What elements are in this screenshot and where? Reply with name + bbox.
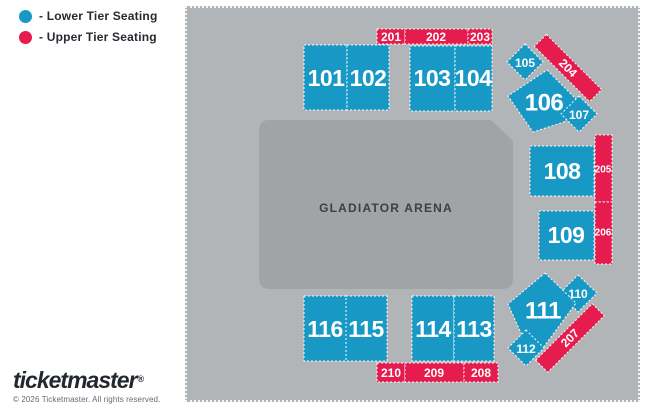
section-115-label: 115 xyxy=(348,316,384,342)
section-104[interactable]: 104 xyxy=(454,45,493,112)
section-206-label: 206 xyxy=(595,228,612,239)
section-104-label: 104 xyxy=(455,65,493,91)
section-209[interactable]: 209 xyxy=(404,362,465,383)
section-201-label: 201 xyxy=(381,30,401,44)
section-105-label: 105 xyxy=(515,56,535,70)
section-107[interactable]: 107 xyxy=(560,95,598,133)
seat-map: GLADIATOR ARENA 201 202 203 101 102 103 xyxy=(185,6,640,402)
section-105[interactable]: 105 xyxy=(506,43,544,81)
section-103-label: 103 xyxy=(414,65,451,91)
section-106[interactable]: 106 xyxy=(507,69,582,133)
section-203[interactable]: 203 xyxy=(467,28,493,45)
section-205[interactable]: 205 xyxy=(594,134,613,203)
arena-floor: GLADIATOR ARENA xyxy=(259,120,513,289)
upper-tier-dot-icon xyxy=(19,30,32,44)
section-113[interactable]: 113 xyxy=(453,295,495,362)
brand-text: ticketmaster xyxy=(13,367,138,393)
section-107-label: 107 xyxy=(569,108,589,122)
arena-label: GLADIATOR ARENA xyxy=(319,201,453,215)
section-101[interactable]: 101 xyxy=(303,44,348,111)
section-203-label: 203 xyxy=(470,30,490,44)
section-103[interactable]: 103 xyxy=(409,45,456,112)
copyright-text: © 2026 Ticketmaster. All rights reserved… xyxy=(13,395,161,404)
section-108-label: 108 xyxy=(544,158,582,184)
section-209-label: 209 xyxy=(424,366,444,380)
section-101-label: 101 xyxy=(308,65,346,91)
section-202[interactable]: 202 xyxy=(404,28,469,45)
section-102-label: 102 xyxy=(350,65,387,91)
section-116[interactable]: 116 xyxy=(303,295,347,362)
section-114[interactable]: 114 xyxy=(411,295,455,362)
section-110-label: 110 xyxy=(568,287,588,301)
section-115[interactable]: 115 xyxy=(345,295,388,362)
section-112[interactable]: 112 xyxy=(507,329,545,367)
footer: ticketmaster® © 2026 Ticketmaster. All r… xyxy=(13,369,161,405)
section-112-label: 112 xyxy=(516,342,536,356)
legend-lower-label: - Lower Tier Seating xyxy=(39,9,158,23)
section-109-label: 109 xyxy=(548,222,585,248)
registered-mark: ® xyxy=(137,374,145,384)
section-206[interactable]: 206 xyxy=(594,201,613,265)
legend-upper-label: - Upper Tier Seating xyxy=(39,30,157,44)
section-111-label: 111 xyxy=(525,298,561,325)
section-113-label: 113 xyxy=(456,316,492,342)
section-109[interactable]: 109 xyxy=(538,210,595,261)
section-210-label: 210 xyxy=(381,366,401,380)
section-205-label: 205 xyxy=(595,165,612,176)
section-116-label: 116 xyxy=(307,316,343,342)
ticketmaster-logo[interactable]: ticketmaster® xyxy=(13,369,160,392)
section-202-label: 202 xyxy=(426,30,446,44)
legend-upper-tier: - Upper Tier Seating xyxy=(19,30,157,44)
section-102[interactable]: 102 xyxy=(346,44,390,111)
legend: - Lower Tier Seating - Upper Tier Seatin… xyxy=(19,9,157,51)
section-201[interactable]: 201 xyxy=(376,28,406,45)
section-208[interactable]: 208 xyxy=(463,362,499,383)
section-210[interactable]: 210 xyxy=(376,362,406,383)
section-208-label: 208 xyxy=(471,366,491,380)
legend-lower-tier: - Lower Tier Seating xyxy=(19,9,157,23)
section-108[interactable]: 108 xyxy=(529,145,595,197)
section-114-label: 114 xyxy=(415,316,451,342)
section-106-label: 106 xyxy=(525,90,564,117)
lower-tier-dot-icon xyxy=(19,9,32,23)
